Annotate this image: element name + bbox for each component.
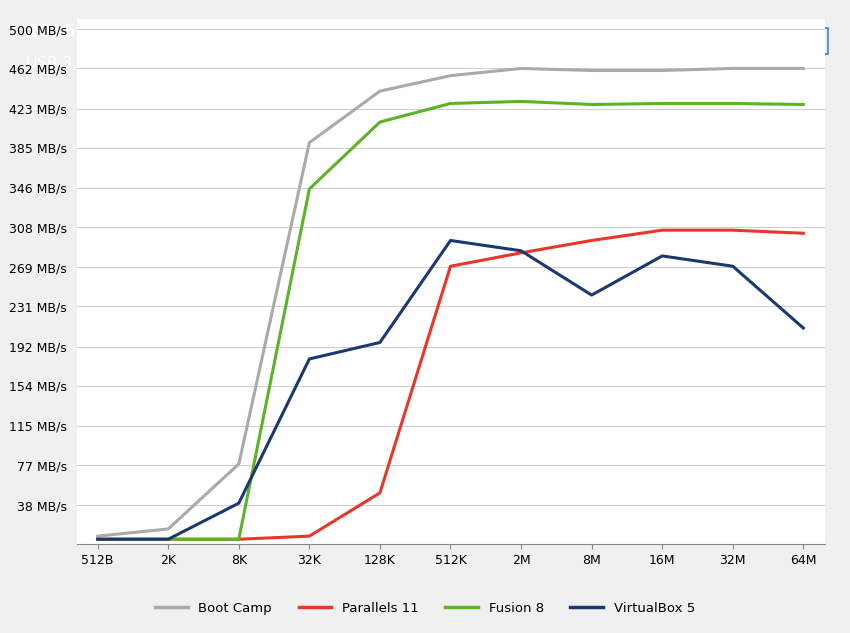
Parallels 11: [798, 230, 808, 237]
Boot Camp: [657, 66, 667, 74]
Parallels 11: [375, 489, 385, 497]
Fusion 8: [657, 99, 667, 107]
Boot Camp: [728, 65, 738, 72]
Boot Camp: [516, 65, 526, 72]
Boot Camp: [586, 66, 597, 74]
Line: VirtualBox 5: VirtualBox 5: [98, 241, 803, 539]
VirtualBox 5: [657, 252, 667, 260]
Parallels 11: [657, 227, 667, 234]
Parallels 11: [445, 263, 456, 270]
Fusion 8: [375, 118, 385, 126]
Fusion 8: [798, 101, 808, 108]
Boot Camp: [304, 139, 314, 146]
VirtualBox 5: [445, 237, 456, 244]
Parallels 11: [163, 536, 173, 543]
Boot Camp: [93, 532, 103, 540]
Line: Parallels 11: Parallels 11: [98, 230, 803, 539]
Parallels 11: [234, 536, 244, 543]
Boot Camp: [798, 65, 808, 72]
Parallels 11: [93, 536, 103, 543]
Line: Boot Camp: Boot Camp: [98, 68, 803, 536]
Text: 🌐: 🌐: [811, 27, 830, 56]
Fusion 8: [163, 536, 173, 543]
Parallels 11: [586, 237, 597, 244]
Fusion 8: [728, 99, 738, 107]
Fusion 8: [586, 101, 597, 108]
Legend: Boot Camp, Parallels 11, Fusion 8, VirtualBox 5: Boot Camp, Parallels 11, Fusion 8, Virtu…: [150, 596, 700, 620]
VirtualBox 5: [234, 499, 244, 507]
Boot Camp: [375, 87, 385, 95]
Text: USB 3.0 Reads | Megabytes Per Second at Increasing Transfer Size: USB 3.0 Reads | Megabytes Per Second at …: [26, 56, 535, 72]
VirtualBox 5: [93, 536, 103, 543]
VirtualBox 5: [375, 339, 385, 346]
Fusion 8: [93, 536, 103, 543]
VirtualBox 5: [516, 247, 526, 254]
VirtualBox 5: [163, 536, 173, 543]
Parallels 11: [516, 249, 526, 256]
VirtualBox 5: [586, 291, 597, 299]
Fusion 8: [234, 536, 244, 543]
Boot Camp: [163, 525, 173, 533]
VirtualBox 5: [728, 263, 738, 270]
Text: 2015 VM Benchmark Showdown: 2015 VM Benchmark Showdown: [26, 23, 348, 41]
Parallels 11: [304, 532, 314, 540]
Line: Fusion 8: Fusion 8: [98, 101, 803, 539]
Parallels 11: [728, 227, 738, 234]
VirtualBox 5: [798, 324, 808, 332]
VirtualBox 5: [304, 355, 314, 363]
Fusion 8: [516, 97, 526, 105]
Fusion 8: [445, 99, 456, 107]
Boot Camp: [234, 460, 244, 468]
Boot Camp: [445, 72, 456, 80]
Fusion 8: [304, 185, 314, 193]
